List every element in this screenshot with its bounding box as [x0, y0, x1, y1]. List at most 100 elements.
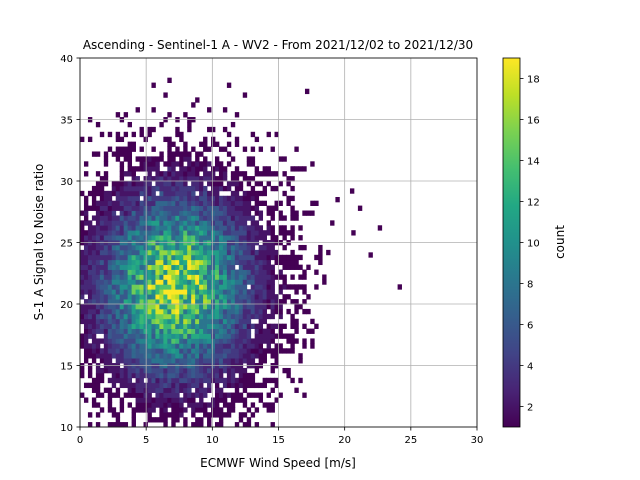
- histogram-cell: [143, 343, 148, 349]
- histogram-cell: [87, 333, 93, 339]
- histogram-cell: [254, 333, 260, 339]
- histogram-cell: [167, 225, 172, 231]
- colorbar-label: count: [553, 225, 567, 259]
- histogram-cell: [211, 171, 216, 177]
- histogram-cell: [167, 343, 172, 349]
- histogram-cell: [143, 176, 148, 182]
- histogram-cell: [123, 284, 129, 290]
- histogram-cell: [155, 205, 160, 211]
- histogram-cell: [218, 318, 224, 325]
- histogram-cell: [226, 392, 232, 398]
- histogram-cell: [250, 220, 256, 226]
- histogram-cell: [183, 112, 188, 118]
- histogram-cell: [214, 422, 220, 428]
- x-tick-label: 15: [272, 435, 285, 446]
- histogram-cell: [135, 225, 140, 231]
- histogram-cell: [127, 353, 133, 359]
- histogram-cell: [99, 235, 105, 241]
- histogram-cell: [115, 254, 121, 261]
- histogram-cell: [167, 328, 172, 334]
- histogram-cell: [80, 235, 85, 241]
- histogram-cell: [127, 220, 133, 226]
- histogram-cell: [171, 244, 176, 251]
- histogram-cell: [87, 254, 93, 261]
- histogram-cell: [211, 333, 216, 339]
- histogram-cell: [183, 141, 188, 147]
- histogram-cell: [83, 274, 89, 280]
- histogram-cell: [187, 171, 192, 177]
- histogram-cell: [207, 210, 212, 216]
- histogram-cell: [207, 161, 212, 167]
- histogram-cell: [119, 220, 125, 226]
- histogram-cell: [270, 328, 275, 334]
- histogram-cell: [175, 181, 180, 187]
- histogram-cell: [179, 343, 184, 349]
- histogram-cell: [226, 353, 232, 359]
- histogram-cell: [111, 264, 117, 270]
- histogram-cell: [171, 259, 176, 266]
- histogram-cell: [83, 269, 89, 275]
- histogram-cell: [278, 254, 283, 261]
- histogram-cell: [119, 185, 125, 192]
- histogram-cell: [115, 289, 121, 295]
- histogram-cell: [135, 249, 140, 256]
- histogram-cell: [115, 249, 121, 256]
- histogram-cell: [115, 151, 121, 157]
- histogram-cell: [250, 274, 256, 280]
- histogram-cell: [183, 259, 188, 266]
- histogram-cell: [175, 333, 180, 339]
- histogram-cell: [254, 235, 260, 241]
- histogram-cell: [99, 318, 105, 325]
- histogram-cell: [238, 323, 244, 329]
- histogram-cell: [111, 225, 117, 231]
- histogram-cell: [155, 244, 160, 251]
- histogram-cell: [195, 348, 200, 354]
- histogram-cell: [191, 367, 196, 374]
- histogram-cell: [298, 225, 303, 231]
- histogram-cell: [127, 318, 133, 325]
- histogram-cell: [226, 215, 232, 221]
- histogram-cell: [175, 195, 180, 202]
- histogram-cell: [254, 259, 260, 266]
- histogram-cell: [131, 200, 136, 206]
- histogram-cell: [127, 323, 133, 329]
- histogram-cell: [238, 299, 244, 305]
- histogram-cell: [163, 289, 168, 295]
- histogram-cell: [246, 422, 252, 428]
- histogram-cell: [123, 308, 129, 315]
- histogram-cell: [171, 358, 176, 364]
- histogram-cell: [318, 254, 323, 261]
- histogram-cell: [218, 328, 224, 334]
- histogram-cell: [262, 249, 267, 256]
- histogram-cell: [123, 244, 129, 251]
- histogram-cell: [183, 417, 188, 423]
- histogram-cell: [218, 161, 224, 167]
- histogram-cell: [167, 377, 172, 384]
- histogram-cell: [143, 348, 148, 354]
- histogram-cell: [159, 318, 164, 325]
- histogram-cell: [270, 323, 275, 329]
- histogram-cell: [147, 387, 152, 393]
- histogram-cell: [131, 176, 136, 182]
- histogram-cell: [115, 372, 121, 379]
- histogram-cell: [155, 249, 160, 256]
- histogram-cell: [195, 151, 200, 157]
- histogram-cell: [167, 151, 172, 157]
- histogram-cell: [147, 200, 152, 206]
- histogram-cell: [238, 397, 244, 403]
- histogram-cell: [187, 402, 192, 408]
- histogram-cell: [175, 284, 180, 290]
- histogram-cell: [214, 190, 220, 197]
- histogram-cell: [171, 181, 176, 187]
- histogram-cell: [250, 348, 256, 354]
- histogram-cell: [306, 328, 311, 334]
- histogram-cell: [203, 230, 208, 236]
- histogram-cell: [123, 289, 129, 295]
- histogram-cell: [115, 318, 121, 325]
- histogram-cell: [127, 141, 133, 147]
- histogram-cell: [103, 274, 109, 280]
- histogram-cell: [278, 215, 283, 221]
- histogram-cell: [214, 259, 220, 266]
- histogram-cell: [171, 397, 176, 403]
- histogram-cell: [270, 171, 275, 177]
